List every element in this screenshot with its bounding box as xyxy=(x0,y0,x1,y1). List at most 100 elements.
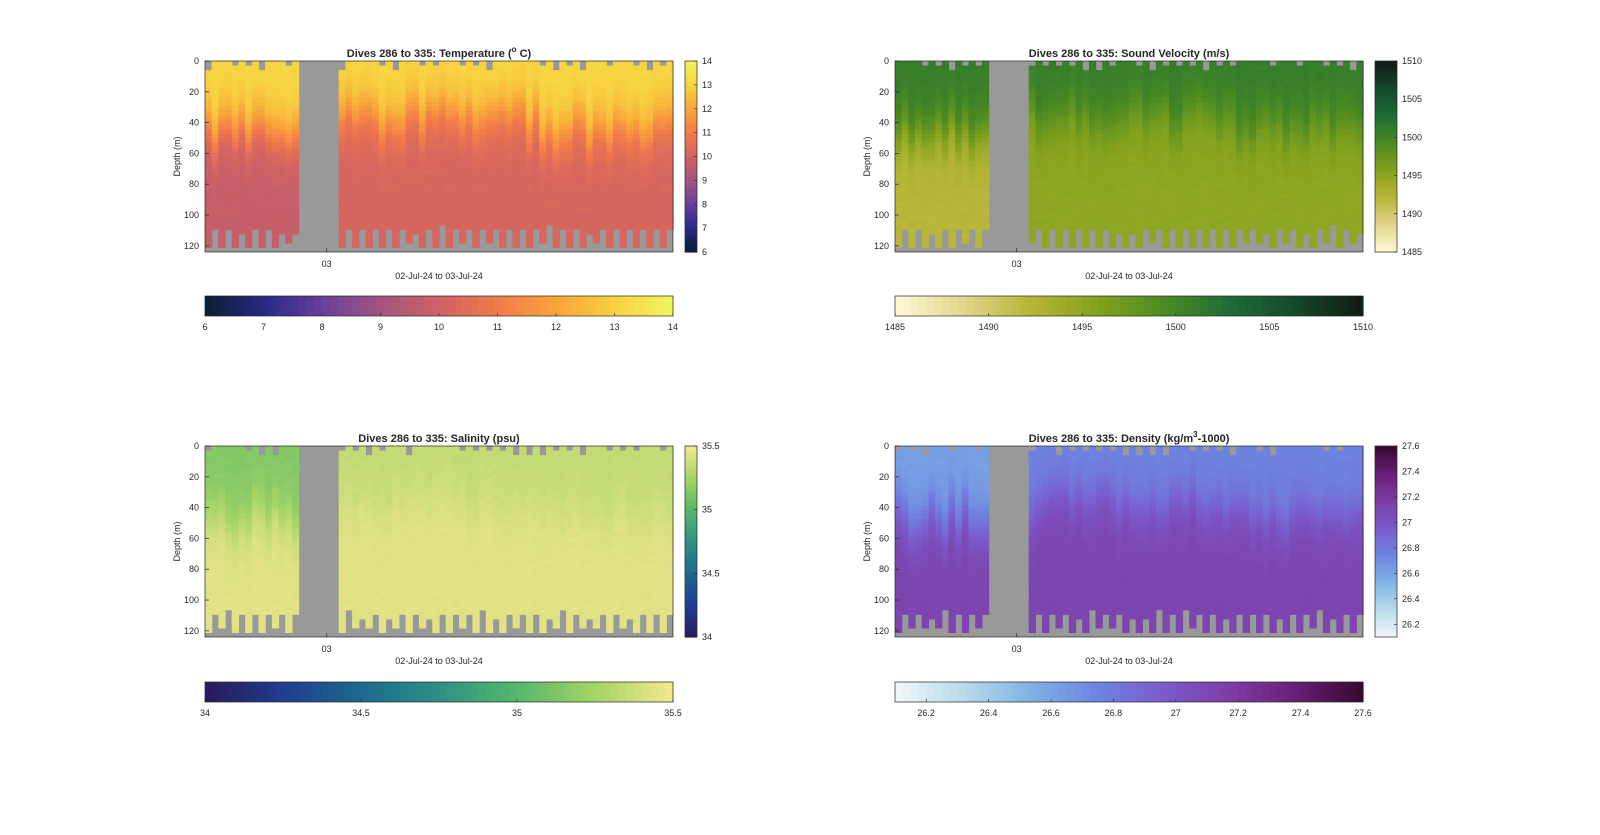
heatmap-cell xyxy=(1303,175,1310,180)
heatmap-cell xyxy=(1136,179,1143,184)
heatmap-cell xyxy=(426,84,433,89)
heatmap-cell xyxy=(205,143,212,148)
heatmap-cell xyxy=(1089,193,1096,198)
heatmap-cell xyxy=(285,97,292,102)
heatmap-cell xyxy=(1055,211,1062,216)
heatmap-cell xyxy=(372,202,379,207)
heatmap-cell xyxy=(573,166,580,171)
heatmap-cell xyxy=(620,93,627,98)
heatmap-cell xyxy=(1209,84,1216,89)
heatmap-cell xyxy=(499,102,506,107)
heatmap-cell xyxy=(539,197,546,202)
heatmap-cell xyxy=(1176,84,1183,89)
heatmap-cell xyxy=(492,193,499,198)
heatmap-cell xyxy=(1055,66,1062,71)
heatmap-cell xyxy=(1136,84,1143,89)
heatmap-cell xyxy=(1182,152,1189,157)
heatmap-cell xyxy=(1042,229,1049,234)
heatmap-cell xyxy=(272,193,279,198)
heatmap-cell xyxy=(225,179,232,184)
heatmap-cell xyxy=(252,111,259,116)
heatmap-cell xyxy=(928,93,935,98)
heatmap-cell xyxy=(975,170,982,175)
heatmap-cell xyxy=(1256,202,1263,207)
heatmap-cell xyxy=(205,229,212,234)
heatmap-cell xyxy=(1263,220,1270,225)
heatmap-cell xyxy=(928,166,935,171)
heatmap-cell xyxy=(935,79,942,84)
heatmap-cell xyxy=(218,143,225,148)
heatmap-cell xyxy=(459,207,466,212)
heatmap-cell xyxy=(1162,179,1169,184)
heatmap-cell xyxy=(365,102,372,107)
heatmap-cell xyxy=(620,66,627,71)
heatmap-cell xyxy=(1096,138,1103,143)
heatmap-cell xyxy=(1236,102,1243,107)
heatmap-cell xyxy=(419,211,426,216)
heatmap-cell xyxy=(928,175,935,180)
heatmap-cell xyxy=(1283,125,1290,130)
heatmap-cell xyxy=(955,179,962,184)
heatmap-cell xyxy=(506,152,513,157)
heatmap-cell xyxy=(1149,102,1156,107)
heatmap-cell xyxy=(1216,138,1223,143)
heatmap-cell xyxy=(586,125,593,130)
heatmap-cell xyxy=(1310,202,1317,207)
heatmap-cell xyxy=(1149,229,1156,234)
heatmap-cell xyxy=(640,120,647,125)
heatmap-cell xyxy=(1062,111,1069,116)
heatmap-cell xyxy=(1162,129,1169,134)
heatmap-cell xyxy=(928,84,935,89)
heatmap-cell xyxy=(1323,175,1330,180)
heatmap-cell xyxy=(928,184,935,189)
heatmap-cell xyxy=(633,234,640,239)
heatmap-cell xyxy=(573,120,580,125)
heatmap-cell xyxy=(446,234,453,239)
heatmap-cell xyxy=(1156,216,1163,221)
heatmap-cell xyxy=(432,111,439,116)
heatmap-cell xyxy=(1096,161,1103,166)
heatmap-cell xyxy=(472,152,479,157)
heatmap-cell xyxy=(446,79,453,84)
heatmap-cell xyxy=(908,97,915,102)
heatmap-cell xyxy=(586,138,593,143)
heatmap-cell xyxy=(579,202,586,207)
heatmap-cell xyxy=(218,161,225,166)
heatmap-cell xyxy=(1249,93,1256,98)
heatmap-cell xyxy=(1109,111,1116,116)
heatmap-cell xyxy=(1276,70,1283,75)
heatmap-cell xyxy=(486,88,493,93)
heatmap-cell xyxy=(472,88,479,93)
heatmap-cell xyxy=(1330,157,1337,162)
colorbar-tick-label: 8 xyxy=(319,322,324,332)
heatmap-cell xyxy=(626,143,633,148)
y-tick-label: 40 xyxy=(189,118,199,128)
heatmap-cell xyxy=(586,143,593,148)
heatmap-cell xyxy=(519,202,526,207)
heatmap-cell xyxy=(586,147,593,152)
heatmap-cell xyxy=(1162,207,1169,212)
heatmap-cell xyxy=(1076,170,1083,175)
heatmap-cell xyxy=(492,197,499,202)
heatmap-cell xyxy=(1055,188,1062,193)
heatmap-cell xyxy=(1042,116,1049,121)
heatmap-cell xyxy=(1109,225,1116,230)
heatmap-cell xyxy=(1189,111,1196,116)
heatmap-cell xyxy=(265,79,272,84)
colorbar-segment xyxy=(587,296,595,316)
heatmap-cell xyxy=(922,66,929,71)
heatmap-cell xyxy=(1269,202,1276,207)
heatmap-cell xyxy=(566,152,573,157)
heatmap-cell xyxy=(272,143,279,148)
heatmap-cell xyxy=(1102,111,1109,116)
heatmap-cell xyxy=(432,175,439,180)
heatmap-cell xyxy=(566,234,573,239)
heatmap-cell xyxy=(1156,179,1163,184)
heatmap-cell xyxy=(265,161,272,166)
heatmap-cell xyxy=(546,207,553,212)
heatmap-cell xyxy=(1283,152,1290,157)
heatmap-cell xyxy=(1249,134,1256,139)
heatmap-cell xyxy=(1142,97,1149,102)
heatmap-cell xyxy=(1289,125,1296,130)
heatmap-cell xyxy=(1122,66,1129,71)
